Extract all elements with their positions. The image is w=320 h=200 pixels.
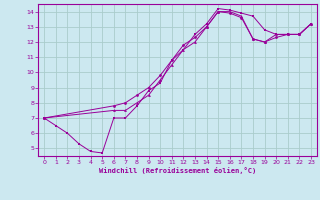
X-axis label: Windchill (Refroidissement éolien,°C): Windchill (Refroidissement éolien,°C) xyxy=(99,167,256,174)
